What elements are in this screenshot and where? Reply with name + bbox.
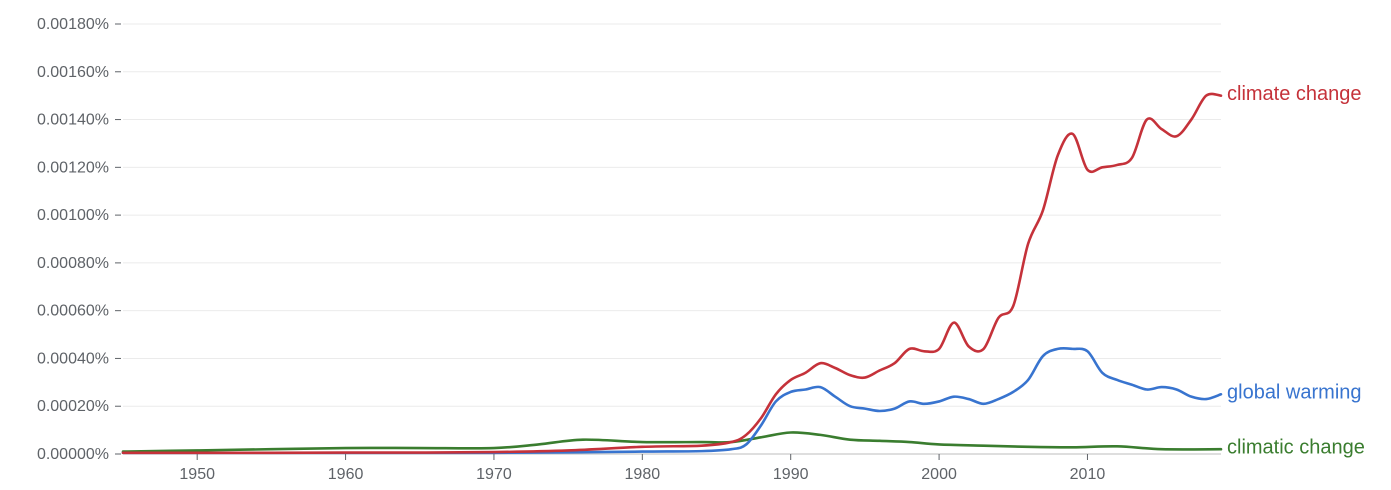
y-tick-label: 0.00080% — [37, 255, 109, 272]
series-labels: climate change global warming climatic cha… — [1227, 83, 1365, 459]
y-tick-label: 0.00160% — [37, 64, 109, 81]
y-tick-label: 0.00020% — [37, 398, 109, 415]
y-tick-label: 0.00040% — [37, 350, 109, 367]
x-tick-label: 1980 — [625, 466, 661, 483]
series-line-climate-change[interactable] — [121, 92, 1223, 455]
axis-layer: 0.00000% 0.00020% 0.00040% 0.00060% 0.00080%… — [37, 16, 1221, 483]
x-tick-label: 2010 — [1070, 466, 1106, 483]
x-tick-label: 1990 — [773, 466, 809, 483]
x-tick-label: 1950 — [179, 466, 215, 483]
y-tick-label: 0.00060% — [37, 303, 109, 320]
y-tick-label: 0.00140% — [37, 112, 109, 129]
x-tick-label: 1970 — [476, 466, 512, 483]
series-label-climate-change[interactable]: climate change — [1227, 83, 1362, 105]
x-tick-label: 1960 — [328, 466, 364, 483]
y-tick-label: 0.00100% — [37, 207, 109, 224]
series-line-global-warming[interactable] — [121, 346, 1223, 455]
x-tick-label: 2000 — [921, 466, 957, 483]
series-label-climatic-change[interactable]: climatic change — [1227, 437, 1365, 459]
grid-layer — [123, 23, 1221, 455]
series-label-global-warming[interactable]: global warming — [1227, 382, 1362, 404]
y-tick-label: 0.00120% — [37, 159, 109, 176]
y-tick-label: 0.00000% — [37, 446, 109, 463]
series-line-climatic-change[interactable] — [121, 431, 1223, 453]
y-tick-label: 0.00180% — [37, 16, 109, 33]
series-layer — [121, 92, 1223, 455]
